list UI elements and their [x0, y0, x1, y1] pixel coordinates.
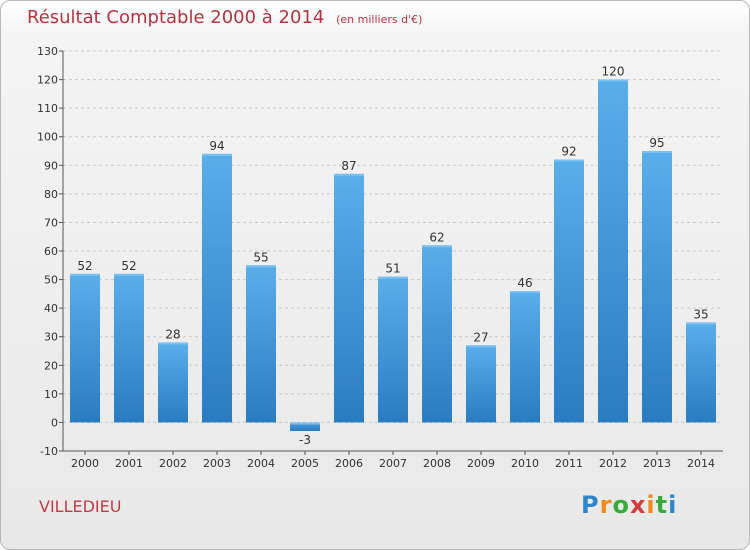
value-label-2006: 87 — [341, 159, 356, 173]
y-tick-label: 0 — [51, 416, 58, 429]
data-labels: 52 52 28 94 55 -3 87 51 62 27 46 92 120 95 35 — [77, 65, 708, 447]
x-tick-label-2008: 2008 — [423, 457, 451, 470]
bar-2001 — [114, 273, 144, 423]
bar-2008 — [422, 245, 452, 423]
y-tick-label: 70 — [44, 216, 58, 229]
x-tick-label-2012: 2012 — [599, 457, 627, 470]
bar-2014 — [686, 322, 716, 423]
x-tick-label-2010: 2010 — [511, 457, 539, 470]
proxiti-logo: Proxiti — [581, 491, 678, 519]
bars — [70, 79, 716, 431]
bar-highlight-2004 — [246, 265, 276, 268]
x-tick-label-2014: 2014 — [687, 457, 715, 470]
x-tick-label-2007: 2007 — [379, 457, 407, 470]
bar-highlight-2008 — [422, 245, 452, 248]
y-tick-label: 110 — [37, 102, 58, 115]
bar-highlight-2009 — [466, 345, 496, 348]
y-tick-label: -10 — [40, 445, 58, 458]
x-tick-label-2004: 2004 — [247, 457, 275, 470]
value-label-2011: 92 — [561, 145, 576, 159]
y-tick-label: 10 — [44, 388, 58, 401]
x-tick-label-2001: 2001 — [115, 457, 143, 470]
bar-2011 — [554, 159, 584, 423]
y-tick-label: 20 — [44, 359, 58, 372]
bar-2013 — [642, 151, 672, 423]
bar-2005 — [290, 422, 320, 431]
bar-highlight-2006 — [334, 173, 364, 176]
bar-2010 — [510, 291, 540, 423]
city-name: VILLEDIEU — [39, 497, 122, 516]
y-tick-label: 100 — [37, 131, 58, 144]
bar-2009 — [466, 345, 496, 423]
bar-2007 — [378, 276, 408, 423]
x-tick-label-2002: 2002 — [159, 457, 187, 470]
x-tick-label-2003: 2003 — [203, 457, 231, 470]
x-tick-label-2000: 2000 — [71, 457, 99, 470]
x-tick-label-2005: 2005 — [291, 457, 319, 470]
bar-2012 — [598, 79, 628, 423]
bar-highlight-2010 — [510, 291, 540, 293]
y-tick-label: 120 — [37, 74, 58, 87]
value-label-2013: 95 — [649, 136, 664, 150]
value-label-2009: 27 — [473, 330, 488, 344]
value-label-2003: 94 — [209, 139, 224, 153]
x-tick-label-2013: 2013 — [643, 457, 671, 470]
bar-2003 — [202, 153, 232, 423]
bar-highlight-2001 — [114, 273, 144, 276]
value-label-2007: 51 — [385, 262, 400, 276]
y-tick-label: 90 — [44, 159, 58, 172]
value-label-2008: 62 — [429, 230, 444, 244]
chart-subtitle: (en milliers d'€) — [336, 13, 423, 26]
value-label-2005: -3 — [299, 433, 311, 447]
bar-2002 — [158, 342, 188, 423]
bar-chart: -10 0 10 20 30 40 50 60 70 80 90 100 110 120 130 2000 20… — [37, 45, 723, 470]
bar-highlight-2011 — [554, 159, 584, 162]
y-tick-label: 50 — [44, 274, 58, 287]
chart-title: Résultat Comptable 2000 à 2014 (en milli… — [27, 7, 422, 28]
value-label-2014: 35 — [693, 307, 708, 321]
value-label-2012: 120 — [602, 65, 625, 79]
x-tick-label-2011: 2011 — [555, 457, 583, 470]
bar-2000 — [70, 273, 100, 423]
y-tick-label: 60 — [44, 245, 58, 258]
value-label-2004: 55 — [253, 250, 268, 264]
bar-2006 — [334, 173, 364, 423]
value-label-2010: 46 — [517, 276, 532, 290]
value-label-2000: 52 — [77, 259, 92, 273]
bar-2004 — [246, 265, 276, 423]
x-tick-label-2006: 2006 — [335, 457, 363, 470]
bar-highlight-2007 — [378, 276, 408, 279]
bar-highlight-2005 — [290, 422, 320, 425]
bar-highlight-2013 — [642, 151, 672, 153]
bar-highlight-2000 — [70, 273, 100, 276]
value-label-2002: 28 — [165, 327, 180, 341]
y-tick-label: 80 — [44, 188, 58, 201]
y-tick-label: 40 — [44, 302, 58, 315]
value-label-2001: 52 — [121, 259, 136, 273]
x-tick-label-2009: 2009 — [467, 457, 495, 470]
chart-title-text: Résultat Comptable 2000 à 2014 — [27, 7, 325, 28]
y-tick-label: 130 — [37, 45, 58, 58]
bar-highlight-2002 — [158, 342, 188, 345]
y-tick-label: 30 — [44, 331, 58, 344]
bar-highlight-2003 — [202, 153, 232, 156]
bar-highlight-2014 — [686, 322, 716, 325]
bar-highlight-2012 — [598, 79, 628, 82]
axes: -10 0 10 20 30 40 50 60 70 80 90 100 110 120 130 2000 20… — [37, 45, 723, 470]
